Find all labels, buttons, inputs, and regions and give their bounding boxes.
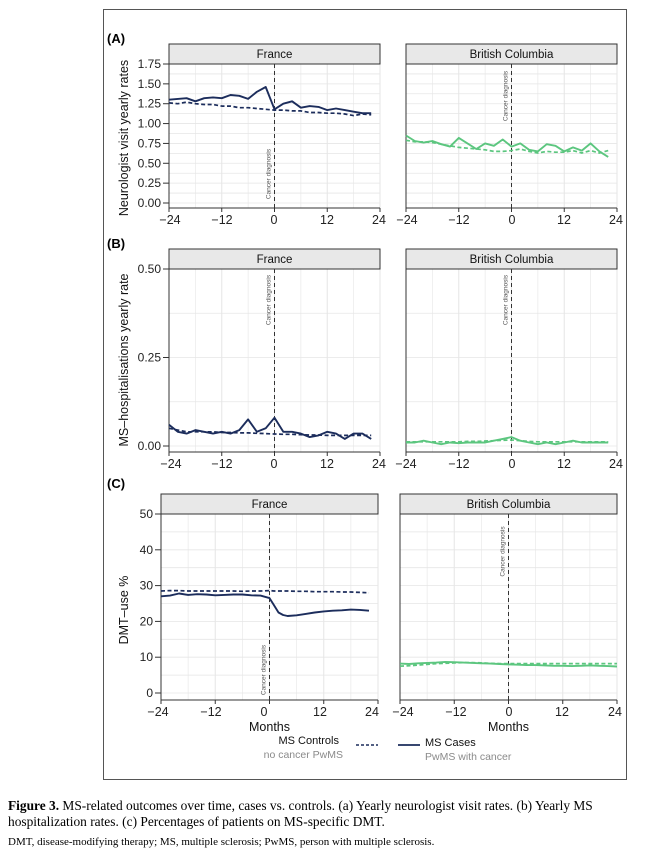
- y-tick-label: 0.75: [138, 136, 162, 150]
- y-tick-label: 0.25: [138, 176, 162, 190]
- series-ms-controls-A-bc: [405, 139, 609, 154]
- figure-frame: [103, 9, 627, 780]
- y-tick-label: 0.25: [138, 351, 162, 365]
- x-tick-label: 0: [271, 457, 278, 471]
- x-tick-label: 24: [609, 457, 623, 471]
- x-tick-label: 12: [557, 457, 571, 471]
- caption-label: Figure 3.: [8, 798, 60, 813]
- y-tick-label: 50: [140, 507, 154, 521]
- caption-footnote: DMT, disease-modifying therapy; MS, mult…: [8, 836, 435, 848]
- facet-C-british-columbia: British Columbia −24 −12 0 12 24 Months Cancer …: [392, 493, 622, 734]
- series-ms-controls-C-bc: [399, 661, 617, 667]
- y-tick-label: 0.50: [138, 262, 162, 276]
- y-tick-label: 30: [140, 579, 154, 593]
- x-tick-label: −12: [448, 213, 469, 227]
- facet-title: France: [257, 254, 293, 266]
- x-tick-label: −24: [147, 705, 168, 719]
- x-tick-label: 12: [320, 213, 334, 227]
- x-tick-label: 0: [271, 213, 278, 227]
- x-tick-label: 24: [365, 705, 379, 719]
- legend-controls-sublabel: no cancer PwMS: [264, 749, 343, 761]
- series-ms-cases-C-bc: [399, 660, 618, 668]
- x-tick-label: −24: [160, 457, 181, 471]
- facet-B-british-columbia: British Columbia −24 −12 0 12 24 Cancer diagno…: [395, 248, 623, 471]
- y-axis-label-C: DMT–use %: [117, 576, 131, 645]
- x-tick-label: −12: [211, 213, 232, 227]
- cancer-diagnosis-annotation: Cancer diagnosis: [503, 274, 510, 325]
- facet-title: France: [257, 49, 293, 61]
- x-tick-label: 0: [509, 457, 516, 471]
- legend: MS Controls no cancer PwMS MS Cases PwMS wi…: [264, 735, 512, 763]
- x-tick-label: −12: [445, 705, 466, 719]
- x-axis-label: Months: [488, 720, 529, 734]
- caption-text: MS-related outcomes over time, cases vs.…: [8, 798, 593, 829]
- cancer-diagnosis-annotation: Cancer diagnosis: [261, 644, 268, 695]
- x-tick-label: −12: [448, 457, 469, 471]
- x-tick-label: −12: [200, 705, 221, 719]
- panel-label-B: (B): [107, 236, 125, 251]
- facet-title: British Columbia: [467, 499, 551, 511]
- x-tick-label: 12: [313, 705, 327, 719]
- x-tick-label: 24: [372, 457, 386, 471]
- series-ms-cases-C-france: [160, 592, 370, 617]
- x-tick-label: 24: [372, 213, 386, 227]
- y-tick-label: 1.50: [138, 77, 162, 91]
- y-tick-label: 1.75: [138, 57, 162, 71]
- y-tick-label: 10: [140, 650, 154, 664]
- y-axis-label-A: Neurologist visit yearly rates: [117, 60, 131, 216]
- x-tick-label: 0: [261, 705, 268, 719]
- x-tick-label: 12: [320, 457, 334, 471]
- series-ms-controls-B-bc: [406, 439, 609, 443]
- x-axis-label: Months: [249, 720, 290, 734]
- legend-controls-label: MS Controls: [278, 735, 339, 747]
- cancer-diagnosis-annotation: Cancer diagnosis: [266, 274, 273, 325]
- y-tick-label: 0.00: [138, 439, 162, 453]
- x-tick-label: 12: [555, 705, 569, 719]
- figure-caption: Figure 3. MS-related outcomes over time,…: [8, 798, 658, 830]
- cancer-diagnosis-annotation: Cancer diagnosis: [500, 526, 507, 577]
- series-ms-cases-B-bc: [406, 436, 609, 446]
- figure-chart: (A) Neurologist visit yearly rates 0.00 0.2…: [107, 31, 623, 763]
- y-tick-label: 20: [140, 614, 154, 628]
- facet-title: British Columbia: [470, 49, 554, 61]
- x-tick-label: −24: [392, 705, 413, 719]
- x-tick-label: 0: [506, 705, 513, 719]
- facet-title: British Columbia: [470, 254, 554, 266]
- x-tick-label: −24: [395, 457, 416, 471]
- y-axis-label-B: MS–hospitalisations yearly rate: [117, 273, 131, 446]
- legend-cases-label: MS Cases: [425, 737, 476, 749]
- x-tick-label: −24: [396, 213, 417, 227]
- series-ms-controls-B-france: [168, 427, 372, 437]
- cancer-diagnosis-annotation: Cancer diagnosis: [266, 148, 273, 199]
- x-tick-label: 0: [509, 213, 516, 227]
- y-tick-label: 40: [140, 543, 154, 557]
- facet-A-british-columbia: British Columbia −24 −12 0 12 24 Cancer diagno…: [396, 43, 623, 227]
- x-tick-label: −12: [211, 457, 232, 471]
- panel-label-C: (C): [107, 476, 125, 491]
- cancer-diagnosis-annotation: Cancer diagnosis: [503, 70, 510, 121]
- y-tick-label: 0.00: [138, 196, 162, 210]
- series-ms-controls-C-france: [160, 589, 370, 594]
- x-tick-label: 24: [609, 213, 623, 227]
- x-tick-label: 12: [557, 213, 571, 227]
- facet-C-france: France −24 −12 0 12 24 Months Cancer diagnosis: [147, 493, 379, 734]
- x-tick-label: −24: [159, 213, 180, 227]
- y-tick-label: 0: [146, 686, 153, 700]
- facet-A-france: France −24 −12 0 12 24 Cancer diagnosis: [159, 43, 386, 227]
- x-tick-label: 24: [608, 705, 622, 719]
- series-ms-cases-A-france: [168, 86, 372, 115]
- y-tick-label: 0.50: [138, 156, 162, 170]
- legend-cases-sublabel: PwMS with cancer: [425, 751, 512, 763]
- panel-label-A: (A): [107, 31, 125, 46]
- series-ms-controls-A-france: [168, 101, 372, 117]
- y-tick-label: 1.00: [138, 117, 162, 131]
- facet-title: France: [252, 499, 288, 511]
- facet-B-france: France −24 −12 0 12 24 Cancer diagnosis: [160, 248, 386, 471]
- y-tick-label: 1.25: [138, 97, 162, 111]
